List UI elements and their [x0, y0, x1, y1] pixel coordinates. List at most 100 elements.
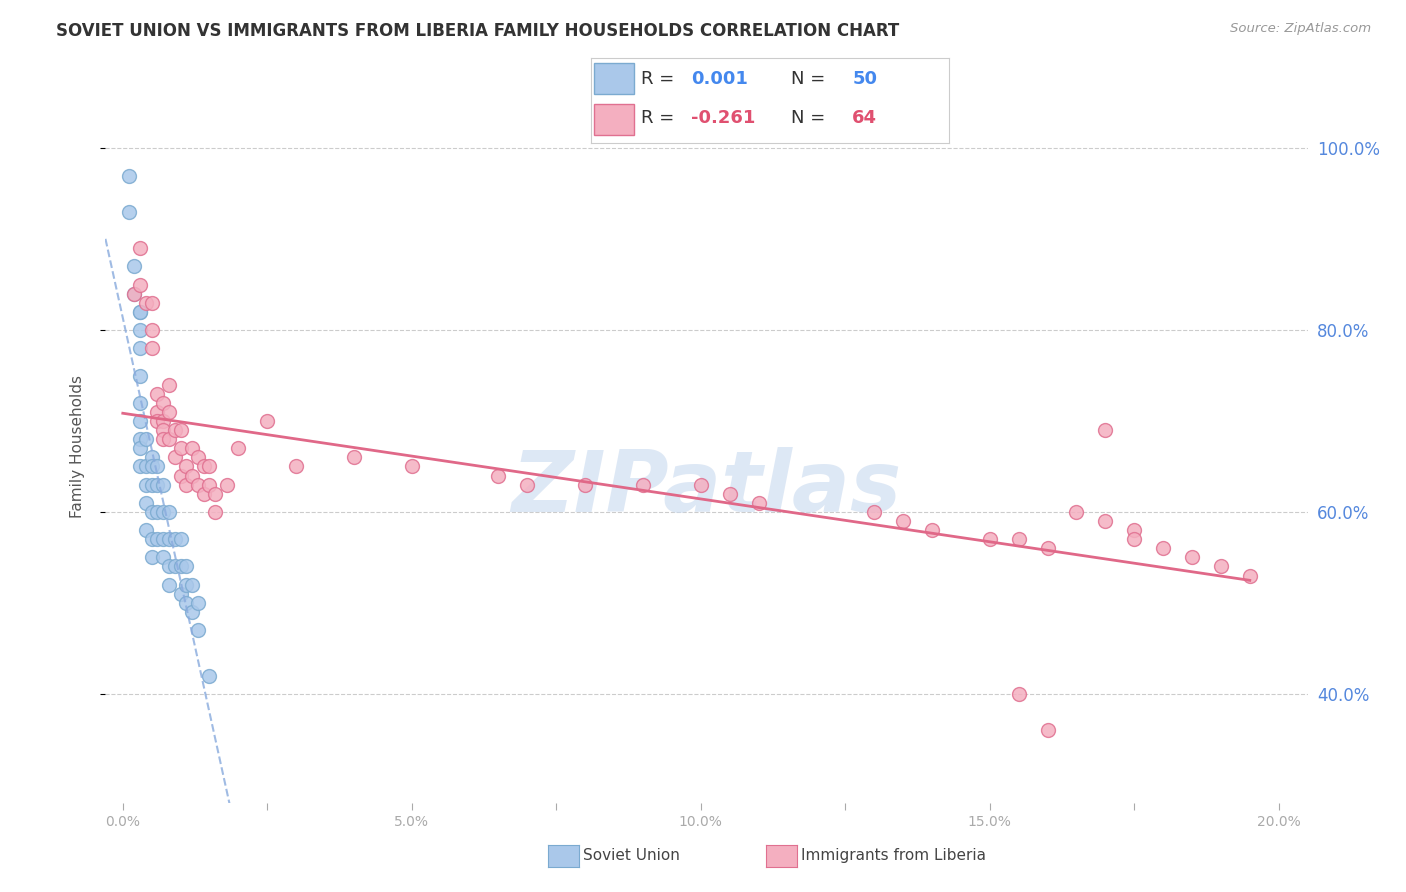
- Point: [979, 532, 1001, 546]
- Point: [181, 468, 204, 483]
- Point: [141, 459, 163, 474]
- Text: 0.001: 0.001: [690, 70, 748, 87]
- Point: [863, 505, 886, 519]
- Point: [141, 505, 163, 519]
- Point: [181, 442, 204, 456]
- Point: [176, 459, 198, 474]
- Point: [631, 477, 654, 491]
- Point: [152, 477, 174, 491]
- Point: [152, 550, 174, 565]
- Text: Immigrants from Liberia: Immigrants from Liberia: [801, 848, 987, 863]
- Point: [187, 450, 209, 465]
- Point: [157, 505, 180, 519]
- Point: [215, 477, 238, 491]
- Point: [129, 396, 152, 410]
- Point: [157, 559, 180, 574]
- Point: [181, 577, 204, 591]
- Point: [163, 423, 186, 437]
- Point: [135, 295, 157, 310]
- Point: [157, 532, 180, 546]
- Point: [129, 277, 152, 292]
- Point: [129, 459, 152, 474]
- Point: [129, 323, 152, 337]
- Point: [141, 532, 163, 546]
- Point: [1209, 559, 1232, 574]
- Point: [152, 423, 174, 437]
- Point: [124, 260, 146, 274]
- Point: [285, 459, 308, 474]
- Point: [169, 587, 191, 601]
- Point: [204, 487, 226, 501]
- Point: [169, 468, 191, 483]
- Y-axis label: Family Households: Family Households: [70, 375, 84, 517]
- Point: [129, 442, 152, 456]
- Point: [1036, 541, 1059, 556]
- Point: [169, 442, 191, 456]
- Point: [141, 477, 163, 491]
- Point: [169, 559, 191, 574]
- Point: [1152, 541, 1174, 556]
- Point: [891, 514, 914, 528]
- Point: [129, 414, 152, 428]
- Point: [129, 305, 152, 319]
- Point: [146, 405, 169, 419]
- Point: [163, 559, 186, 574]
- Point: [117, 169, 139, 183]
- Point: [124, 286, 146, 301]
- Point: [135, 432, 157, 446]
- Point: [689, 477, 711, 491]
- Point: [1123, 532, 1146, 546]
- Point: [204, 505, 226, 519]
- Point: [146, 459, 169, 474]
- Point: [1094, 514, 1116, 528]
- Point: [198, 668, 221, 682]
- Point: [169, 532, 191, 546]
- Text: N =: N =: [792, 109, 831, 127]
- Point: [516, 477, 538, 491]
- FancyBboxPatch shape: [595, 63, 634, 95]
- Point: [187, 623, 209, 637]
- Point: [157, 405, 180, 419]
- Point: [176, 477, 198, 491]
- Point: [1123, 523, 1146, 537]
- Text: 64: 64: [852, 109, 877, 127]
- Point: [198, 477, 221, 491]
- Point: [176, 577, 198, 591]
- Point: [157, 577, 180, 591]
- Point: [141, 450, 163, 465]
- Point: [169, 423, 191, 437]
- Point: [1239, 568, 1261, 582]
- Point: [1036, 723, 1059, 737]
- Point: [1007, 532, 1029, 546]
- Point: [146, 414, 169, 428]
- Point: [141, 323, 163, 337]
- Point: [488, 468, 510, 483]
- Point: [146, 505, 169, 519]
- Text: 50: 50: [852, 70, 877, 87]
- Point: [181, 605, 204, 619]
- Point: [152, 505, 174, 519]
- Point: [135, 459, 157, 474]
- Point: [256, 414, 278, 428]
- Point: [747, 496, 769, 510]
- Point: [163, 532, 186, 546]
- Point: [343, 450, 366, 465]
- Point: [176, 559, 198, 574]
- Point: [146, 477, 169, 491]
- Point: [135, 523, 157, 537]
- Point: [187, 596, 209, 610]
- Point: [146, 386, 169, 401]
- Point: [129, 368, 152, 383]
- Point: [1066, 505, 1088, 519]
- Point: [718, 487, 741, 501]
- Point: [157, 377, 180, 392]
- Text: Source: ZipAtlas.com: Source: ZipAtlas.com: [1230, 22, 1371, 36]
- Point: [129, 241, 152, 255]
- Text: ZIPatlas: ZIPatlas: [512, 447, 901, 531]
- Point: [135, 477, 157, 491]
- Text: R =: R =: [641, 70, 679, 87]
- Point: [129, 432, 152, 446]
- Point: [198, 459, 221, 474]
- Point: [574, 477, 596, 491]
- Point: [129, 341, 152, 355]
